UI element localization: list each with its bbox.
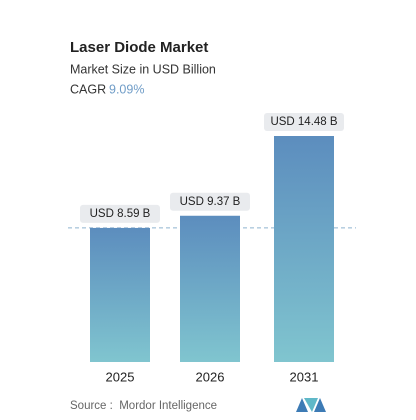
source: Source : Mordor Intelligence bbox=[70, 400, 217, 412]
chart-title: Laser Diode Market bbox=[70, 39, 208, 56]
logo bbox=[296, 398, 326, 412]
x-tick-label: 2031 bbox=[290, 369, 319, 384]
bar bbox=[90, 227, 150, 362]
value-label: USD 14.48 B bbox=[270, 116, 337, 128]
cagr-value: 9.09% bbox=[109, 82, 144, 96]
value-label: USD 8.59 B bbox=[90, 208, 151, 220]
value-label-box bbox=[170, 192, 250, 211]
x-tick-label: 2025 bbox=[106, 369, 135, 384]
value-label-box bbox=[80, 204, 160, 223]
bar bbox=[274, 136, 334, 362]
chart-subtitle: Market Size in USD Billion bbox=[70, 62, 216, 76]
value-label: USD 9.37 B bbox=[180, 196, 241, 208]
bar bbox=[180, 215, 240, 362]
x-tick-label: 2026 bbox=[196, 369, 225, 384]
cagr-label: CAGR bbox=[70, 82, 106, 96]
value-label-box bbox=[264, 113, 344, 131]
